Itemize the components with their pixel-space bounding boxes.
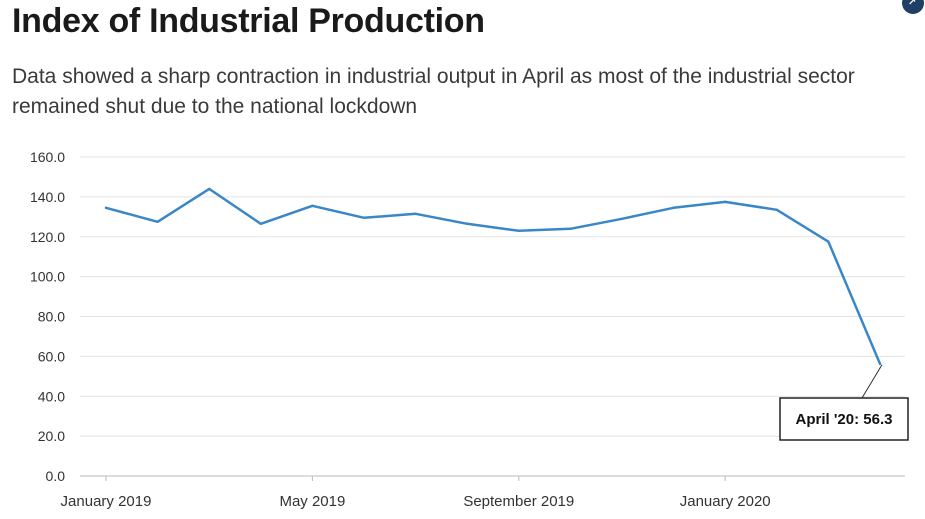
y-tick-label: 40.0 — [38, 388, 65, 404]
data-point — [311, 204, 314, 208]
share-icon-disc — [902, 0, 924, 14]
data-point — [208, 187, 211, 191]
data-point — [569, 227, 572, 230]
annotation-box — [779, 397, 909, 441]
data-point — [775, 208, 778, 212]
grid-lines — [80, 156, 905, 477]
data-point — [362, 216, 366, 220]
y-tick-label: 20.0 — [38, 428, 65, 444]
annotation-leader-line — [861, 364, 883, 399]
series-line-0 — [104, 187, 882, 366]
chart-subtitle: Data showed a sharp contraction in indus… — [12, 65, 855, 118]
data-point — [620, 217, 624, 221]
data-point — [259, 222, 262, 225]
chart-title: Index of Industrial Production — [12, 2, 485, 40]
y-tick-label: 140.0 — [30, 189, 65, 205]
share-icon[interactable]: ↗ — [902, 0, 925, 14]
data-point — [104, 206, 108, 210]
data-point — [672, 206, 675, 210]
x-tick-label: May 2019 — [279, 493, 345, 510]
y-tick-label: 60.0 — [38, 348, 65, 364]
y-tick-label: 0.0 — [46, 468, 66, 484]
annotation: April '20: 56.3 — [779, 364, 909, 441]
data-point — [466, 222, 469, 225]
y-tick-label: 100.0 — [30, 269, 65, 285]
data-point — [156, 220, 159, 223]
data-point — [827, 240, 830, 243]
y-axis-ticks: 0.0 20.0 40.0 60.0 80.0 100.0 120.0 140.0 160.0 — [30, 149, 65, 484]
x-axis-ticks: January 2019 May 2019 September 2019 Januar… — [61, 476, 771, 510]
data-point — [517, 229, 520, 232]
y-tick-label: 80.0 — [38, 309, 65, 325]
x-tick-label: September 2019 — [463, 493, 574, 510]
data-point — [878, 362, 882, 365]
series-layer — [104, 187, 882, 366]
y-tick-label: 120.0 — [30, 229, 65, 245]
data-point — [414, 212, 417, 216]
y-tick-label: 160.0 — [30, 149, 65, 165]
data-point — [724, 200, 727, 204]
x-tick-label: January 2019 — [61, 493, 152, 510]
annotation-label: April '20: 56.3 — [796, 411, 893, 428]
x-tick-label: January 2020 — [680, 493, 771, 510]
share-icon-glyph: ↗ — [908, 0, 917, 8]
